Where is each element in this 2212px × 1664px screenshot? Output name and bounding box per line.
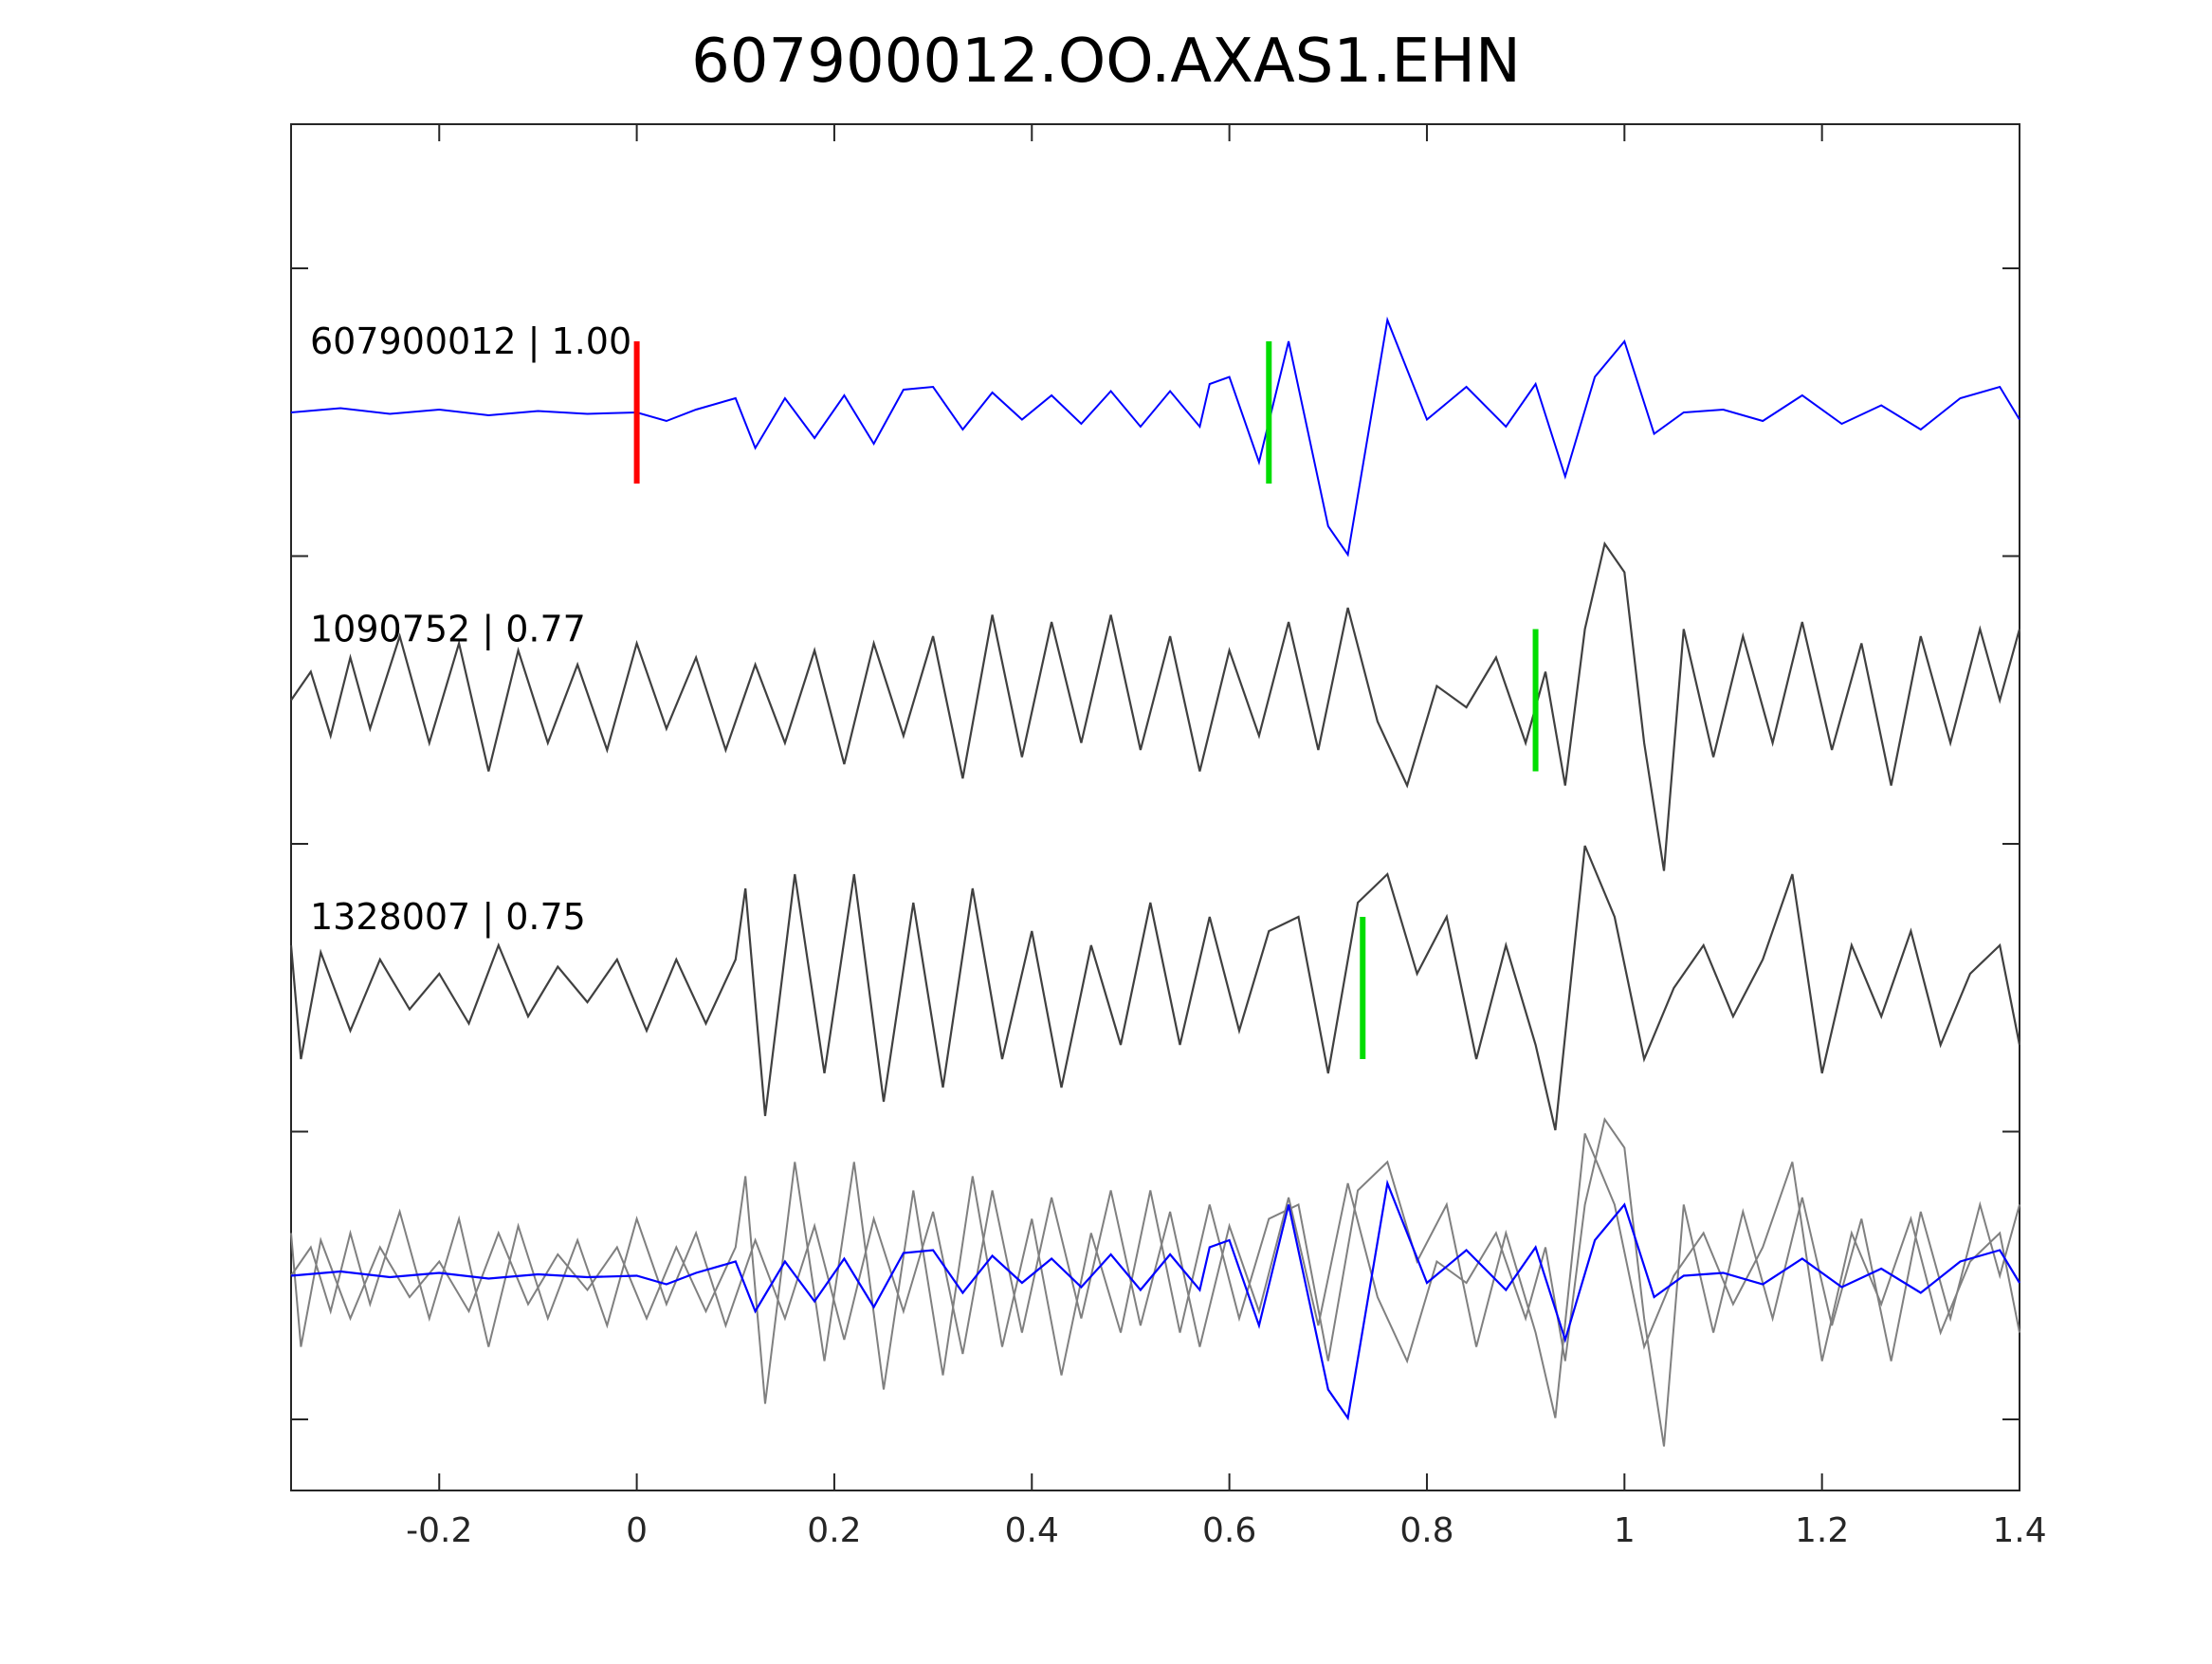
trace-label-1328007: 1328007 | 0.75 bbox=[310, 896, 586, 939]
traces-layer bbox=[289, 316, 2021, 1447]
overlay-trace-607900012 bbox=[290, 1179, 2020, 1421]
x-tick-label: 0.8 bbox=[1399, 1511, 1453, 1550]
trace-1328007 bbox=[289, 845, 2021, 1131]
labels-layer: 607900012 | 1.00 1090752 | 0.77 1328007 | … bbox=[310, 320, 631, 939]
overlay-trace-1090752 bbox=[290, 1117, 2020, 1447]
trace-607900012 bbox=[290, 316, 2020, 558]
chart-title: 607900012.OO.AXAS1.EHN bbox=[691, 27, 1521, 97]
x-tick-label: 1.4 bbox=[1992, 1511, 2046, 1550]
trace-label-1090752: 1090752 | 0.77 bbox=[310, 609, 586, 651]
x-tick-label: 0.4 bbox=[1005, 1511, 1059, 1550]
overlay-trace-1328007 bbox=[290, 1133, 2020, 1418]
axes-box bbox=[290, 123, 2020, 1491]
x-tick-label: 0.6 bbox=[1202, 1511, 1256, 1550]
x-tick-label: 1.2 bbox=[1795, 1511, 1849, 1550]
x-tick-label: -0.2 bbox=[406, 1511, 472, 1550]
ticks-layer: -0.2 0 0.2 0.4 0.6 0.8 1 1.2 1.4 bbox=[291, 124, 2047, 1550]
picks-layer bbox=[633, 341, 1539, 1059]
x-tick-label: 1 bbox=[1614, 1511, 1636, 1550]
x-tick-label: 0 bbox=[626, 1511, 648, 1550]
x-tick-label: 0.2 bbox=[807, 1511, 861, 1550]
trace-label-607900012: 607900012 | 1.00 bbox=[310, 320, 631, 363]
trace-1090752 bbox=[290, 540, 2021, 871]
